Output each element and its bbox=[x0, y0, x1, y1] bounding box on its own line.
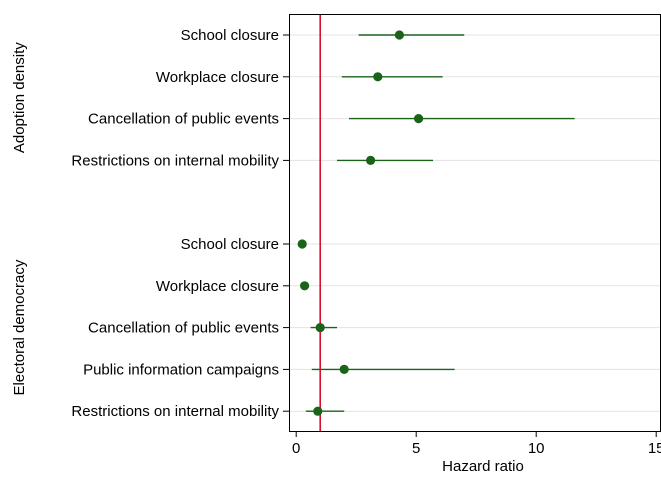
point-estimate bbox=[315, 323, 325, 333]
category-label: Cancellation of public events bbox=[88, 320, 279, 337]
category-label: Restrictions on internal mobility bbox=[71, 403, 279, 420]
point-estimate bbox=[373, 72, 383, 82]
category-label: Workplace closure bbox=[156, 278, 279, 295]
category-labels: School closure Workplace closure Cancellat… bbox=[71, 27, 279, 420]
group-label: Adoption density bbox=[11, 42, 28, 153]
point-estimate bbox=[366, 155, 376, 165]
confidence-intervals bbox=[301, 34, 575, 412]
category-label: Public information campaigns bbox=[83, 361, 279, 378]
gridlines bbox=[289, 34, 661, 412]
point-estimate bbox=[394, 30, 404, 40]
point-estimate bbox=[414, 114, 424, 124]
group-label: Electoral democracy bbox=[11, 259, 28, 395]
x-tick-label: 0 bbox=[292, 440, 300, 457]
y-ticks bbox=[283, 34, 289, 412]
point-estimate bbox=[339, 364, 349, 374]
point-estimates bbox=[297, 30, 424, 416]
x-tick-label: 10 bbox=[528, 440, 545, 457]
x-tick-label: 5 bbox=[412, 440, 420, 457]
category-label: Restrictions on internal mobility bbox=[71, 152, 279, 169]
x-axis-ticks: 0 5 10 15 bbox=[292, 431, 661, 457]
category-label: School closure bbox=[181, 27, 279, 44]
category-label: School closure bbox=[181, 236, 279, 253]
point-estimate bbox=[313, 406, 323, 416]
x-axis-title: Hazard ratio bbox=[442, 458, 524, 475]
point-estimate bbox=[297, 239, 307, 249]
point-estimate bbox=[300, 281, 310, 291]
category-label: Workplace closure bbox=[156, 69, 279, 86]
category-label: Cancellation of public events bbox=[88, 111, 279, 128]
x-tick-label: 15 bbox=[648, 440, 661, 457]
group-labels: Adoption density Electoral democracy bbox=[11, 42, 28, 396]
